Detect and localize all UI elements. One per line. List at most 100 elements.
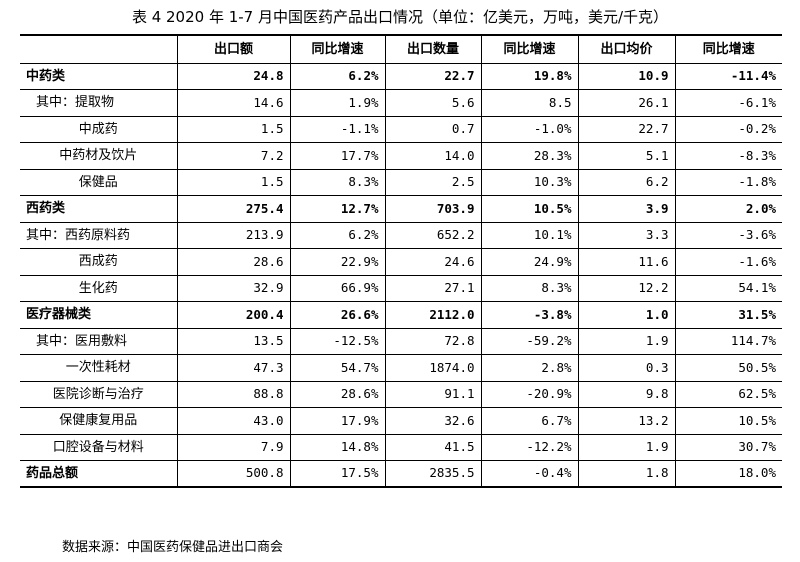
table-cell: -1.1% bbox=[289, 116, 386, 143]
table-row: 中药类 24.8 6.2% 22.7 19.8% 10.9 -11.4% bbox=[20, 63, 782, 90]
table-row: 生化药 32.9 66.9% 27.1 8.3% 12.2 54.1% bbox=[20, 275, 782, 302]
row-label: 保健品 bbox=[20, 169, 178, 196]
row-label: 西成药 bbox=[20, 248, 178, 276]
column-header bbox=[20, 34, 178, 64]
table-cell: 10.5% bbox=[674, 407, 782, 435]
table-cell: 500.8 bbox=[176, 460, 291, 488]
table-cell: 17.5% bbox=[289, 460, 386, 488]
table-cell: 24.8 bbox=[176, 63, 291, 90]
row-label: 医疗器械类 bbox=[20, 301, 178, 329]
table-cell: 1.8 bbox=[577, 460, 676, 488]
table-cell: 1.9 bbox=[577, 434, 676, 461]
table-cell: 66.9% bbox=[289, 275, 386, 302]
table-cell: 200.4 bbox=[176, 301, 291, 329]
table-cell: -12.5% bbox=[289, 328, 386, 355]
row-label: 其中：西药原料药 bbox=[20, 222, 178, 249]
table-cell: 114.7% bbox=[674, 328, 782, 355]
table-cell: -6.1% bbox=[674, 89, 782, 117]
table-cell: 19.8% bbox=[480, 63, 579, 90]
table-cell: 50.5% bbox=[674, 354, 782, 382]
table-row: 医院诊断与治疗 88.8 28.6% 91.1 -20.9% 9.8 62.5% bbox=[20, 381, 782, 408]
table-cell: 12.7% bbox=[289, 195, 386, 223]
table-cell: -3.8% bbox=[480, 301, 579, 329]
table-cell: 17.7% bbox=[289, 142, 386, 170]
table-cell: 18.0% bbox=[674, 460, 782, 488]
table-cell: -12.2% bbox=[480, 434, 579, 461]
table-cell: 213.9 bbox=[176, 222, 291, 249]
table-cell: 1.9 bbox=[577, 328, 676, 355]
table-row: 中成药 1.5 -1.1% 0.7 -1.0% 22.7 -0.2% bbox=[20, 116, 782, 143]
table-row: 西药类 275.4 12.7% 703.9 10.5% 3.9 2.0% bbox=[20, 195, 782, 223]
table-cell: 30.7% bbox=[674, 434, 782, 461]
table-cell: 43.0 bbox=[176, 407, 291, 435]
table-cell: 14.6 bbox=[176, 89, 291, 117]
table-cell: 3.9 bbox=[577, 195, 676, 223]
table-cell: 22.7 bbox=[384, 63, 482, 90]
table-cell: 1.0 bbox=[577, 301, 676, 329]
table-cell: 28.6% bbox=[289, 381, 386, 408]
table-cell: 10.5% bbox=[480, 195, 579, 223]
table-cell: 703.9 bbox=[384, 195, 482, 223]
column-header: 出口均价 bbox=[577, 34, 676, 64]
table-row: 西成药 28.6 22.9% 24.6 24.9% 11.6 -1.6% bbox=[20, 248, 782, 276]
table-cell: 88.8 bbox=[176, 381, 291, 408]
table-cell: 1874.0 bbox=[384, 354, 482, 382]
table-row: 保健康复用品 43.0 17.9% 32.6 6.7% 13.2 10.5% bbox=[20, 407, 782, 435]
table-cell: 11.6 bbox=[577, 248, 676, 276]
table-cell: -8.3% bbox=[674, 142, 782, 170]
table-cell: 1.5 bbox=[176, 169, 291, 196]
table-cell: 6.2% bbox=[289, 222, 386, 249]
table-cell: 6.2 bbox=[577, 169, 676, 196]
table-cell: 54.1% bbox=[674, 275, 782, 302]
table-cell: 6.7% bbox=[480, 407, 579, 435]
table-cell: 10.1% bbox=[480, 222, 579, 249]
table-cell: 0.7 bbox=[384, 116, 482, 143]
table-cell: 1.9% bbox=[289, 89, 386, 117]
table-cell: 12.2 bbox=[577, 275, 676, 302]
table-cell: 2112.0 bbox=[384, 301, 482, 329]
table-cell: 652.2 bbox=[384, 222, 482, 249]
table-cell: 24.6 bbox=[384, 248, 482, 276]
column-header: 同比增速 bbox=[480, 34, 579, 64]
table-cell: 5.1 bbox=[577, 142, 676, 170]
table-cell: -1.8% bbox=[674, 169, 782, 196]
column-header: 同比增速 bbox=[289, 34, 386, 64]
table-cell: 17.9% bbox=[289, 407, 386, 435]
table-row: 口腔设备与材料 7.9 14.8% 41.5 -12.2% 1.9 30.7% bbox=[20, 434, 782, 461]
table-cell: 54.7% bbox=[289, 354, 386, 382]
table-cell: 28.6 bbox=[176, 248, 291, 276]
table-row: 医疗器械类 200.4 26.6% 2112.0 -3.8% 1.0 31.5% bbox=[20, 301, 782, 329]
table-cell: 27.1 bbox=[384, 275, 482, 302]
table-cell: 8.5 bbox=[480, 89, 579, 117]
export-table: 出口额 同比增速 出口数量 同比增速 出口均价 同比增速 中药类 24.8 6.2%… bbox=[20, 34, 782, 488]
table-cell: 22.9% bbox=[289, 248, 386, 276]
table-title: 表 4 2020 年 1-7 月中国医药产品出口情况（单位：亿美元，万吨，美元/… bbox=[131, 8, 669, 26]
table-row: 其中：医用敷料 13.5 -12.5% 72.8 -59.2% 1.9 114.7% bbox=[20, 328, 782, 355]
table-cell: 26.1 bbox=[577, 89, 676, 117]
source-note: 数据来源：中国医药保健品进出口商会 bbox=[62, 540, 284, 555]
table-cell: 9.8 bbox=[577, 381, 676, 408]
row-label: 一次性耗材 bbox=[20, 354, 178, 382]
table-cell: 31.5% bbox=[674, 301, 782, 329]
table-cell: -3.6% bbox=[674, 222, 782, 249]
table-cell: 1.5 bbox=[176, 116, 291, 143]
table-cell: 3.3 bbox=[577, 222, 676, 249]
table-cell: 32.9 bbox=[176, 275, 291, 302]
table-cell: 47.3 bbox=[176, 354, 291, 382]
row-label: 中成药 bbox=[20, 116, 178, 143]
table-cell: 28.3% bbox=[480, 142, 579, 170]
table-cell: 13.2 bbox=[577, 407, 676, 435]
table-cell: -1.0% bbox=[480, 116, 579, 143]
row-label: 中药类 bbox=[20, 63, 178, 90]
table-cell: 10.3% bbox=[480, 169, 579, 196]
row-label: 药品总额 bbox=[20, 460, 178, 488]
table-cell: 2.0% bbox=[674, 195, 782, 223]
table-cell: 72.8 bbox=[384, 328, 482, 355]
row-label: 医院诊断与治疗 bbox=[20, 381, 178, 408]
table-cell: 91.1 bbox=[384, 381, 482, 408]
table-cell: -20.9% bbox=[480, 381, 579, 408]
table-cell: 7.2 bbox=[176, 142, 291, 170]
table-cell: -0.2% bbox=[674, 116, 782, 143]
table-cell: 22.7 bbox=[577, 116, 676, 143]
table-cell: 32.6 bbox=[384, 407, 482, 435]
